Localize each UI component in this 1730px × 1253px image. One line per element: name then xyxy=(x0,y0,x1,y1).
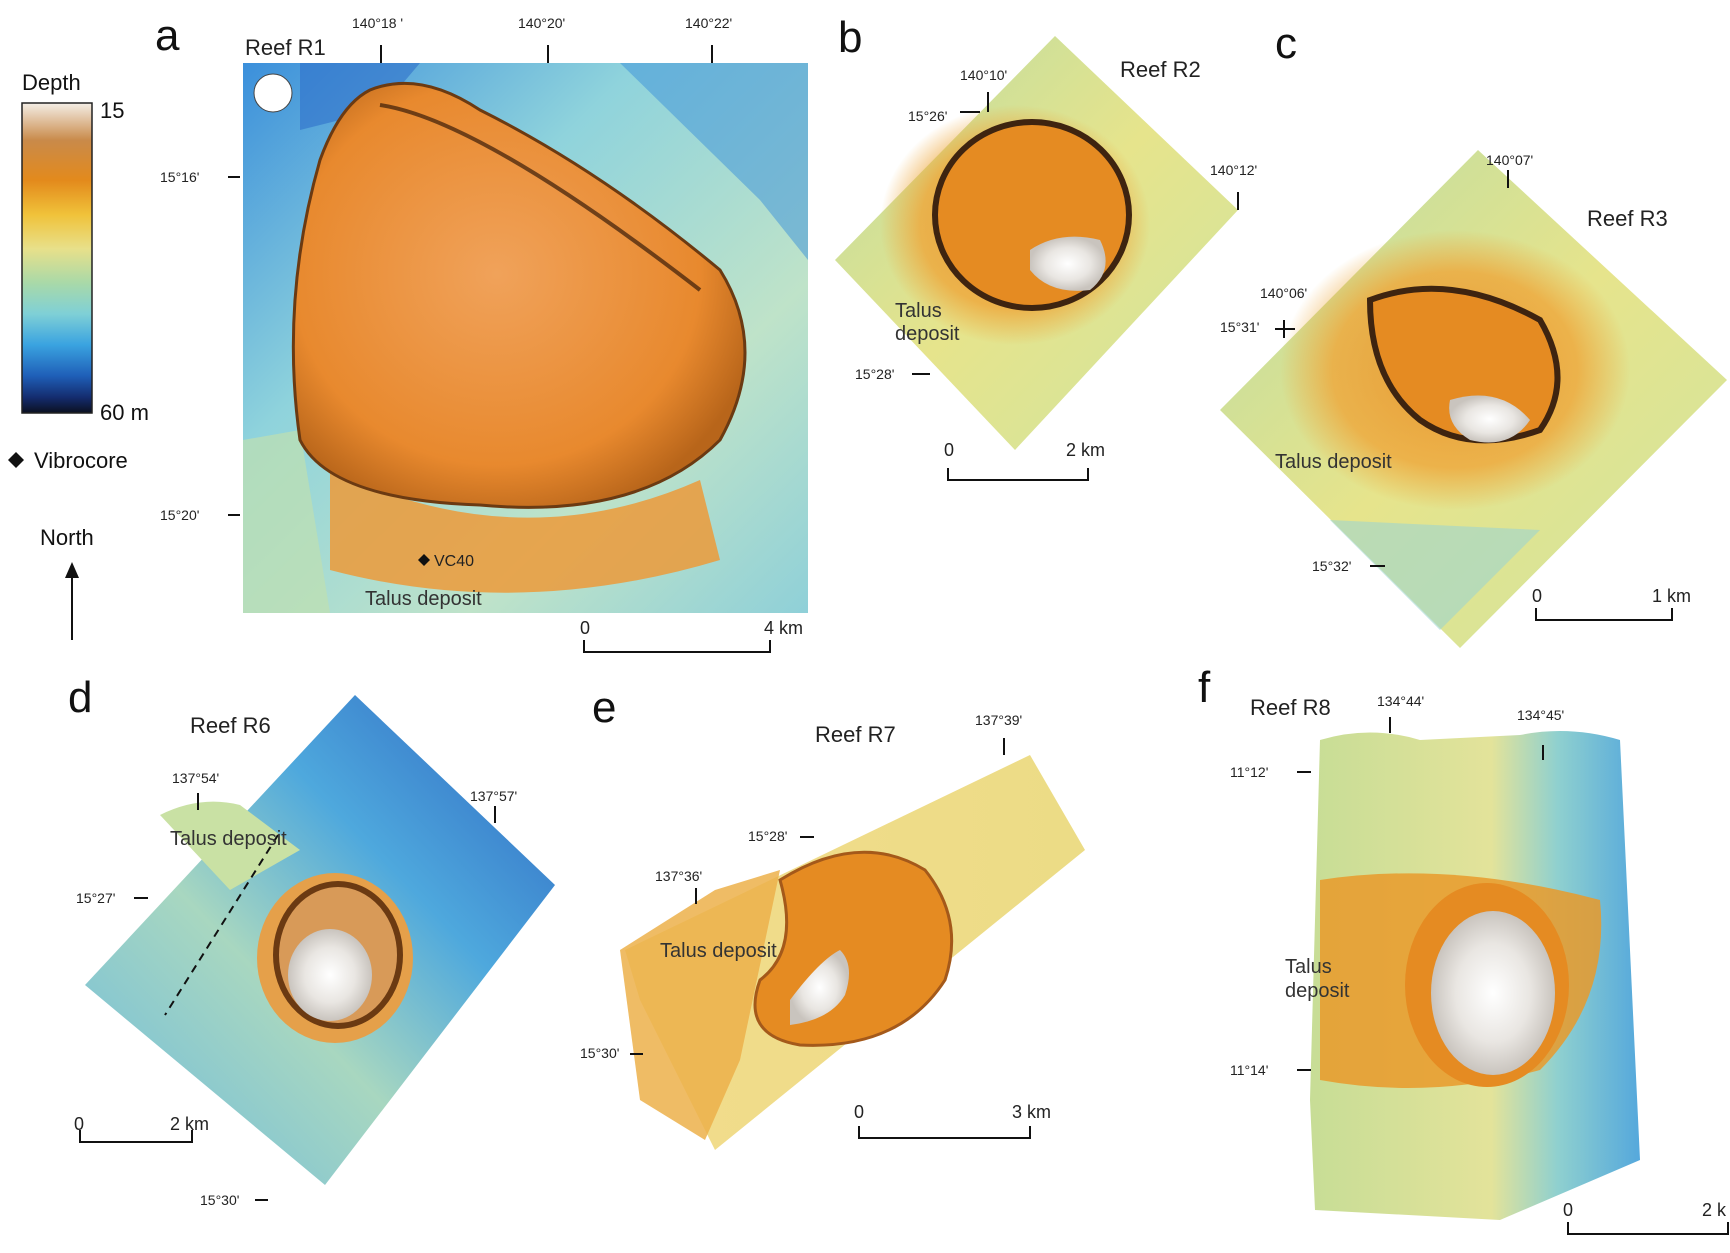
legend-title: Depth xyxy=(22,70,81,95)
panel-d-coord-1: 137°54' xyxy=(172,770,219,786)
panel-b-scale-right: 2 km xyxy=(1066,440,1105,460)
depth-colorbar xyxy=(21,102,93,414)
reef-r3-platform xyxy=(1366,285,1561,444)
panel-a-title: Reef R1 xyxy=(245,35,326,60)
panel-a-white-dot xyxy=(253,73,293,113)
panel-a-scale-right: 4 km xyxy=(764,618,803,638)
legend-top-value: 15 xyxy=(100,98,124,123)
vibrocore-marker-icon xyxy=(418,554,430,566)
panel-letter-a: a xyxy=(155,11,180,60)
panel-c-coord-2: 140°06' xyxy=(1260,285,1307,301)
panel-f-talus-line2: deposit xyxy=(1285,980,1350,1002)
vibrocore-label: VC40 xyxy=(434,553,474,570)
panel-b-coord-3: 140°12' xyxy=(1210,162,1257,178)
panel-f: f Reef R8 Talus deposit 134°44' 134°45' … xyxy=(1198,663,1729,1235)
vibrocore-diamond-icon xyxy=(8,452,24,468)
panel-letter-f: f xyxy=(1198,663,1211,712)
reef-r7-platform xyxy=(753,850,954,1047)
panel-d-scale-bar xyxy=(79,1130,193,1143)
legend-bottom-value: 60 m xyxy=(100,400,149,425)
panel-f-title: Reef R8 xyxy=(1250,695,1331,720)
panel-e-scale-left: 0 xyxy=(854,1102,864,1122)
panel-a: a Reef R1 VC40 Talus deposit 140°18 ' 14… xyxy=(155,11,808,653)
panel-b-talus-line1: Talus xyxy=(895,300,942,322)
panel-d-scale-left: 0 xyxy=(74,1114,84,1134)
panel-d-talus-zone xyxy=(160,801,300,890)
panel-d-title: Reef R6 xyxy=(190,713,271,738)
depth-legend: Depth 15 60 m Vibrocore North xyxy=(8,70,149,640)
panel-e-title: Reef R7 xyxy=(815,722,896,747)
panel-f-scale-bar xyxy=(1567,1222,1729,1235)
panel-f-coord-4: 11°14' xyxy=(1230,1062,1268,1078)
panel-d-scale-right: 2 km xyxy=(170,1114,209,1134)
panel-c-deeper-south xyxy=(1330,520,1540,630)
panel-b-scale-bar xyxy=(947,468,1089,481)
panel-b: b Reef R2 Talus deposit 140°10' 15°26' 1… xyxy=(835,13,1257,481)
panel-letter-c: c xyxy=(1275,19,1297,68)
reef-r1-platform xyxy=(291,81,747,509)
panel-a-lon-tick-2: 140°20' xyxy=(518,15,565,31)
panel-d-coord-2: 137°57' xyxy=(470,788,517,804)
panel-a-scale-bar xyxy=(583,640,771,653)
panel-c-coord-4: 15°32' xyxy=(1312,558,1351,574)
panel-c: c Reef R3 Talus deposit 140°07' 140°06' … xyxy=(1220,19,1727,648)
panel-c-scale-right: 1 km xyxy=(1652,586,1691,606)
panel-d-coord-3: 15°27' xyxy=(76,890,115,906)
north-arrow-icon xyxy=(65,562,79,640)
panel-b-talus-line2: deposit xyxy=(895,323,960,345)
panel-d-talus-label: Talus deposit xyxy=(170,828,287,850)
panel-f-scale-right: 2 k xyxy=(1702,1200,1727,1220)
panel-e-coord-3: 137°36' xyxy=(655,868,702,884)
panel-b-coord-4: 15°28' xyxy=(855,366,894,382)
panel-a-lon-tick-3: 140°22' xyxy=(685,15,732,31)
panel-a-lon-tick-1: 140°18 ' xyxy=(352,15,403,31)
reef-r8-core xyxy=(1431,911,1555,1075)
panel-c-scale-bar xyxy=(1535,608,1673,621)
panel-a-lat-tick-1: 15°16' xyxy=(160,169,199,185)
panel-f-talus-line1: Talus xyxy=(1285,956,1332,978)
reef-r3-core xyxy=(1449,395,1530,443)
reef-r7-core xyxy=(790,950,849,1025)
panel-b-title: Reef R2 xyxy=(1120,57,1201,82)
panel-b-scale-left: 0 xyxy=(944,440,954,460)
north-label: North xyxy=(40,525,94,550)
panel-d-dashed-line xyxy=(164,834,279,1016)
panel-letter-b: b xyxy=(838,13,862,62)
reef-r1-rim xyxy=(379,103,702,292)
panel-letter-e: e xyxy=(592,683,616,732)
panel-f-coord-1: 134°44' xyxy=(1377,693,1424,709)
panel-c-coord-3: 15°31' xyxy=(1220,319,1259,335)
panel-d-coord-4: 15°30' xyxy=(200,1192,239,1208)
panel-b-coord-1: 140°10' xyxy=(960,67,1007,83)
panel-e-talus-label: Talus deposit xyxy=(660,940,777,962)
reef-r2-core xyxy=(1030,236,1106,291)
panel-a-shallow-sw xyxy=(243,430,330,613)
panel-a-lat-tick-2: 15°20' xyxy=(160,507,199,523)
panel-e-talus-zone xyxy=(620,870,780,1140)
panel-b-coord-2: 15°26' xyxy=(908,108,947,124)
panel-e-coord-4: 15°30' xyxy=(580,1045,619,1061)
panel-e-scale-right: 3 km xyxy=(1012,1102,1051,1122)
panel-c-coord-1: 140°07' xyxy=(1486,152,1533,168)
panel-f-coord-2: 134°45' xyxy=(1517,707,1564,723)
panel-f-coord-3: 11°12' xyxy=(1230,764,1268,780)
panel-f-scale-left: 0 xyxy=(1563,1200,1573,1220)
panel-e-coord-1: 137°39' xyxy=(975,712,1022,728)
legend-vibrocore-label: Vibrocore xyxy=(34,448,128,473)
reef-r2-platform xyxy=(932,119,1132,311)
panel-c-scale-left: 0 xyxy=(1532,586,1542,606)
panel-a-deep-ne xyxy=(620,63,808,260)
panel-a-talus-label: Talus deposit xyxy=(365,588,482,610)
panel-e: e Reef R7 Talus deposit 137°39' 15°28' 1… xyxy=(580,683,1085,1150)
panel-e-coord-2: 15°28' xyxy=(748,828,787,844)
panel-d: d Reef R6 Talus deposit 137°54' 137°57' … xyxy=(68,673,555,1208)
panel-letter-d: d xyxy=(68,673,92,722)
panel-a-scale-left: 0 xyxy=(580,618,590,638)
panel-c-talus-label: Talus deposit xyxy=(1275,451,1392,473)
panel-e-scale-bar xyxy=(858,1126,1031,1139)
reef-r6-core xyxy=(288,929,372,1021)
panel-c-title: Reef R3 xyxy=(1587,206,1668,231)
